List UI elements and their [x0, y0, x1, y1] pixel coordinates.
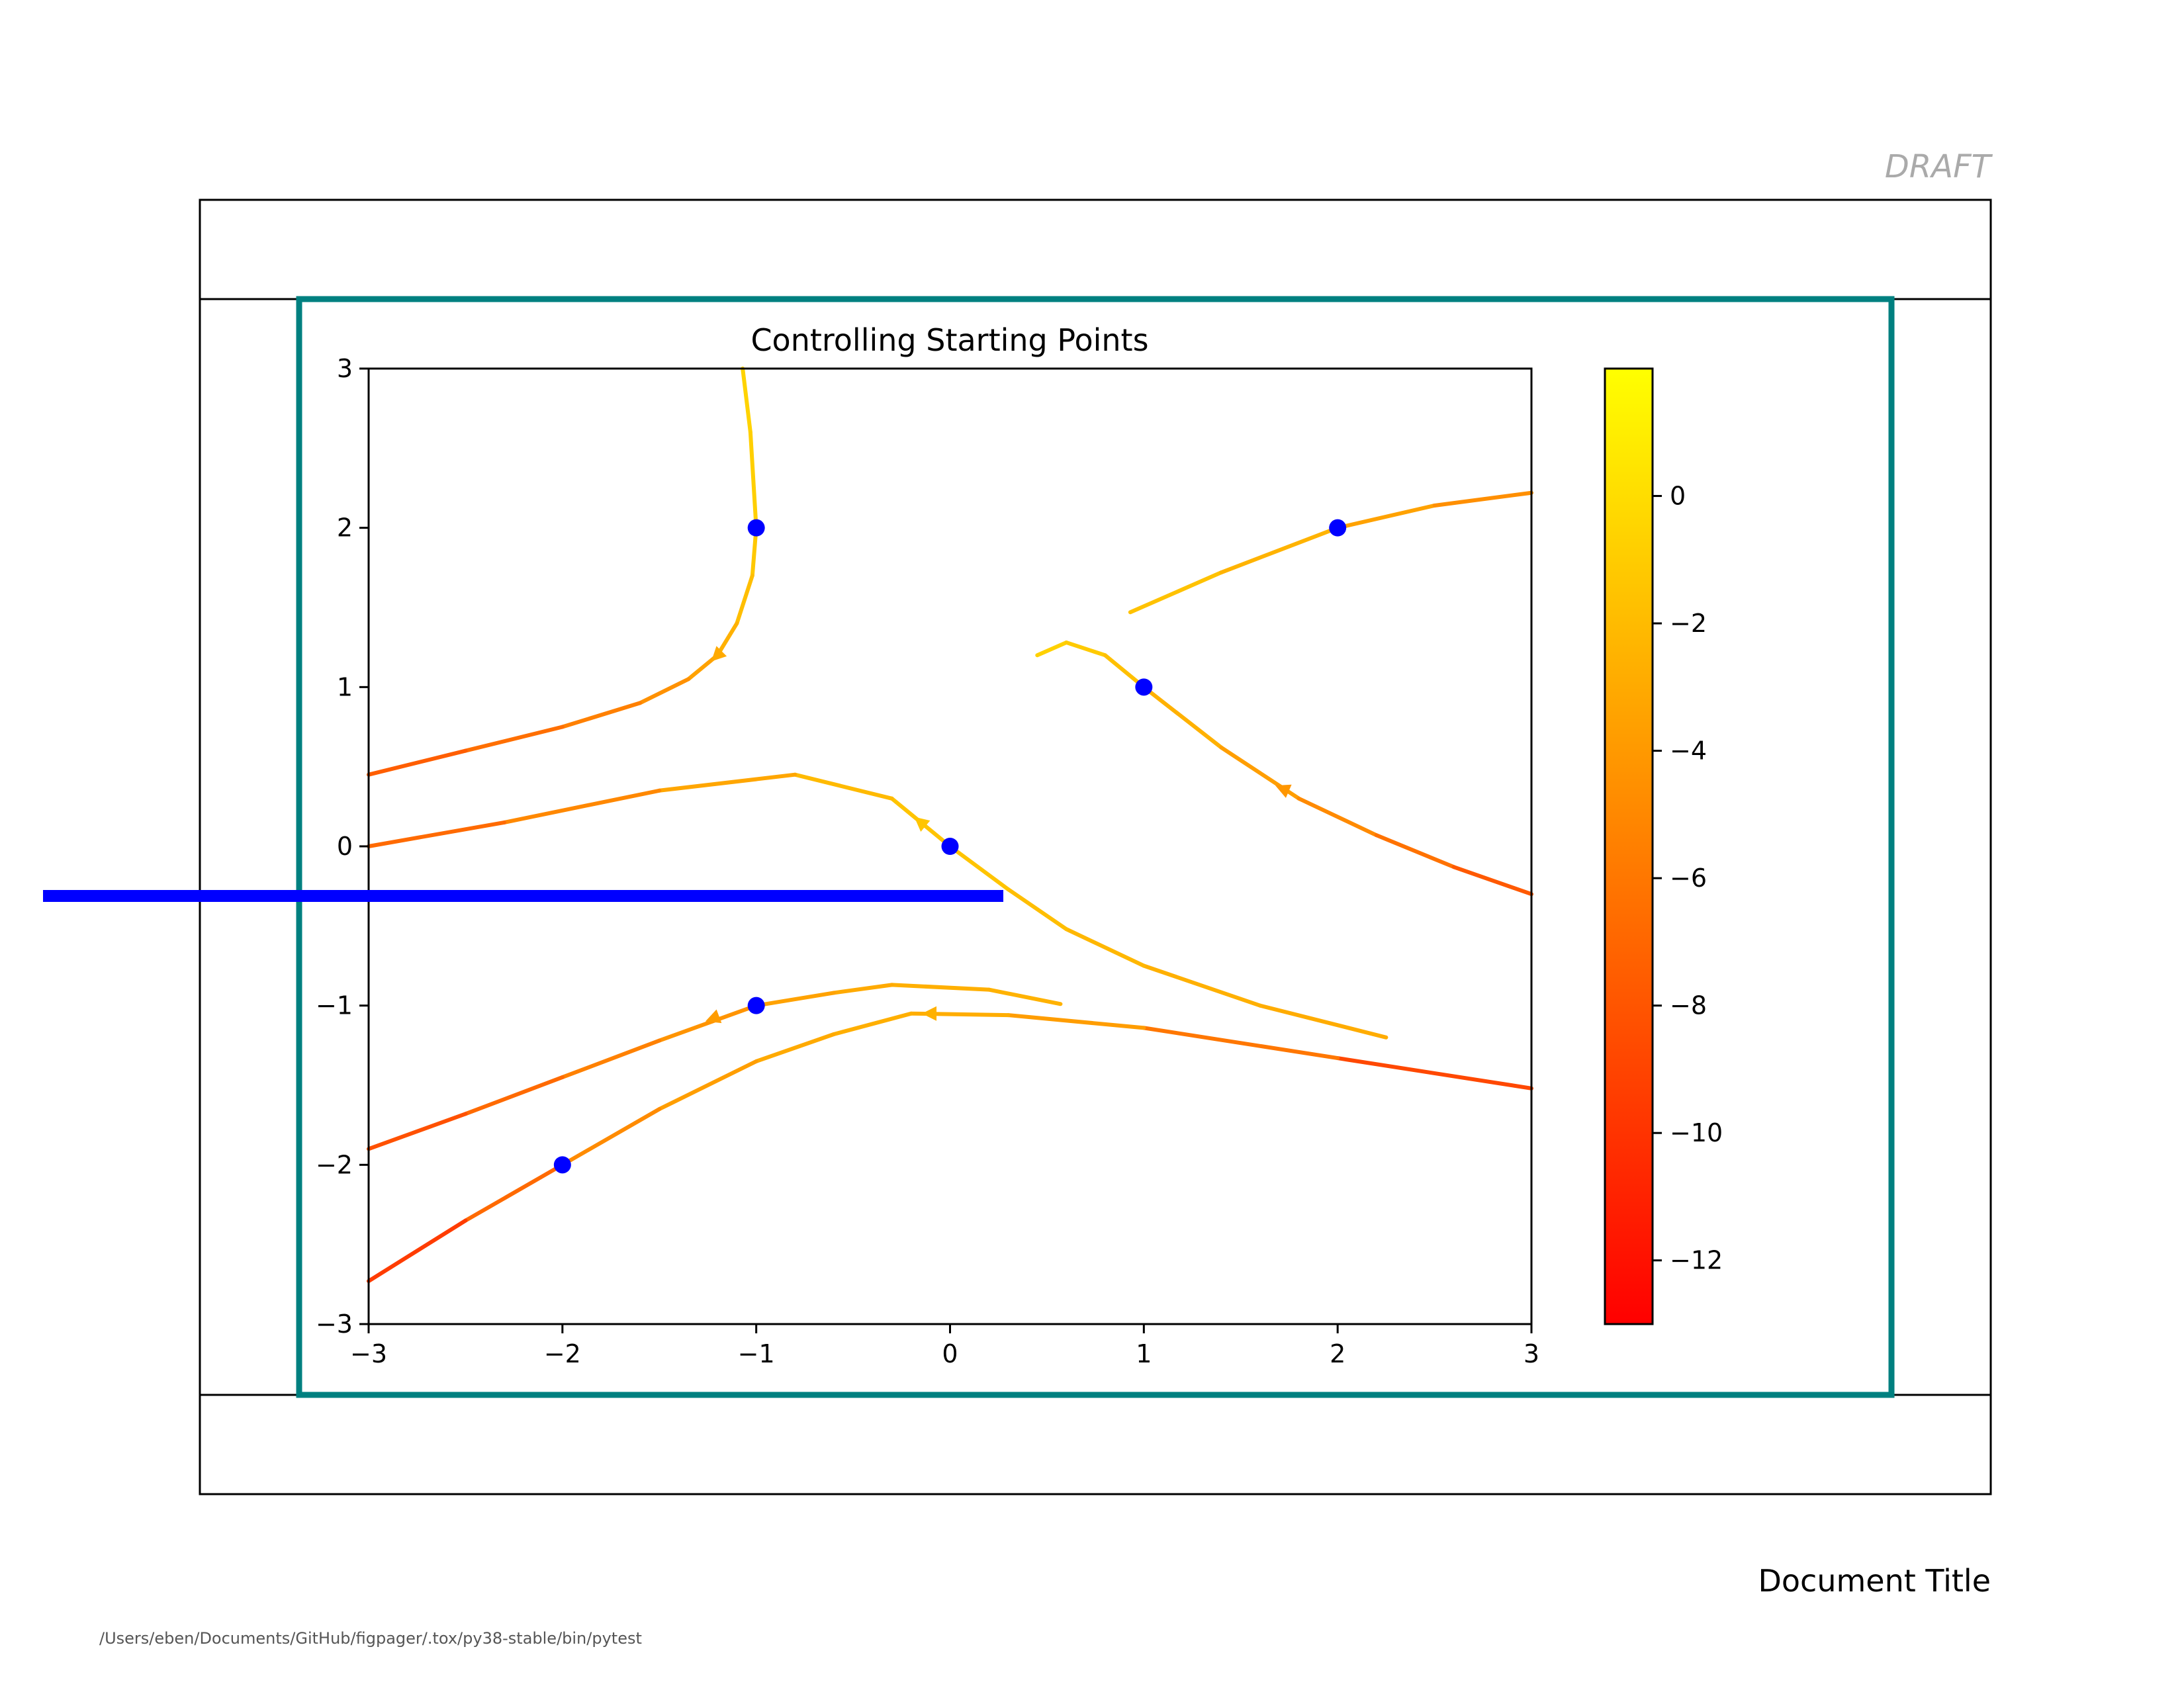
colorbar: 0 −2 −4 −6 −8 −10 −12 — [1604, 367, 1723, 1325]
x-tick-label: −1 — [738, 1339, 775, 1368]
y-tick-label: 1 — [337, 672, 353, 701]
streamline-0-segment — [735, 573, 754, 626]
streamline-3-segment — [1064, 927, 1146, 968]
streamline-0-segment — [741, 367, 752, 435]
streamline-1-segment — [1336, 503, 1437, 530]
streamline-2-segment — [1297, 796, 1379, 838]
y-tick-label: 0 — [337, 832, 353, 861]
streamline-arrow — [711, 646, 727, 662]
colorbar-tick-label: −2 — [1670, 609, 1707, 638]
y-tick-label: −1 — [316, 991, 353, 1020]
draft-label: DRAFT — [1885, 148, 1993, 185]
streamline-1-segment — [1432, 490, 1533, 508]
start-point-marker — [1135, 678, 1153, 696]
streamline-4-segment — [831, 983, 894, 995]
streamline-2-segment — [1374, 833, 1456, 869]
start-point-marker — [1329, 519, 1347, 537]
arrows-layer — [705, 646, 1292, 1024]
streamline-5-segment — [831, 1011, 913, 1036]
streamline-5-segment — [1142, 1026, 1340, 1061]
streamline-3-segment — [1142, 963, 1263, 1008]
x-tick-label: 2 — [1330, 1339, 1345, 1368]
streamline-arrow — [914, 817, 931, 832]
x-tick-label: 3 — [1524, 1339, 1539, 1368]
streamline-0-segment — [715, 621, 739, 658]
x-tick-label: −3 — [350, 1339, 387, 1368]
start-point-marker — [747, 997, 765, 1014]
streamline-4-segment — [560, 1038, 662, 1079]
streamline-4-segment — [889, 983, 991, 992]
streamline-5-segment — [754, 1032, 836, 1063]
start-point-marker — [553, 1156, 571, 1174]
streamplot-axes: −3 −2 −1 0 1 2 3 −3 −2 −1 0 1 2 3 Controlling Starti… — [316, 322, 1539, 1368]
streamline-0-segment — [367, 748, 468, 777]
streamline-3-segment — [1258, 1003, 1388, 1040]
streamline-5-segment — [1336, 1056, 1533, 1090]
streamline-4-segment — [987, 987, 1063, 1006]
start-point-marker — [941, 838, 959, 855]
streamline-3-segment — [793, 772, 894, 801]
file-path: /Users/eben/Documents/GitHub/figpager/.t… — [99, 1629, 642, 1648]
streamline-0-segment — [560, 701, 642, 729]
streamline-5-segment — [367, 1218, 468, 1284]
colorbar-tick-label: 0 — [1670, 482, 1686, 511]
colorbar-tick-label: −10 — [1670, 1118, 1723, 1147]
colorbar-tick-label: −4 — [1670, 736, 1707, 766]
start-point-marker — [747, 519, 765, 537]
streamline-2-segment — [1451, 865, 1533, 897]
streamline-0-segment — [463, 725, 565, 753]
chart-title: Controlling Starting Points — [751, 322, 1148, 358]
streamline-3-segment — [502, 788, 662, 824]
streamline-3-segment — [1006, 887, 1069, 932]
colorbar-tick-label: −8 — [1670, 991, 1707, 1020]
streamline-2-segment — [1064, 640, 1107, 658]
start-points-layer — [553, 519, 1347, 1174]
figure-highlight-box — [296, 296, 1895, 1398]
document-title: Document Title — [1758, 1563, 1991, 1599]
streamline-4-segment — [367, 1112, 468, 1151]
colorbar-tick-label: −6 — [1670, 864, 1707, 893]
streamline-3-segment — [367, 820, 506, 848]
streamline-5-segment — [657, 1059, 758, 1112]
streamline-1-segment — [1219, 525, 1340, 575]
streamline-2-segment — [1142, 685, 1224, 750]
streamline-4-segment — [657, 1003, 758, 1043]
x-tick-label: −2 — [544, 1339, 581, 1368]
streamline-2-segment — [1035, 640, 1069, 658]
streamline-4-segment — [463, 1075, 565, 1116]
streamline-3-segment — [657, 772, 797, 793]
streamline-5-segment — [463, 1163, 565, 1223]
streamline-0-segment — [748, 430, 758, 530]
streamline-0-segment — [637, 677, 691, 705]
streamlines-layer — [367, 367, 1533, 1284]
streamline-1-segment — [1128, 570, 1224, 615]
colorbar-gradient — [1604, 367, 1654, 1325]
streamline-4-segment — [754, 991, 836, 1008]
colorbar-ticks: 0 −2 −4 −6 −8 −10 −12 — [1653, 482, 1723, 1275]
streamline-arrow — [705, 1009, 722, 1024]
y-tick-label: −3 — [316, 1310, 353, 1339]
y-tick-label: −2 — [316, 1150, 353, 1179]
y-axis-ticks: −3 −2 −1 0 1 2 3 — [316, 354, 369, 1339]
y-tick-label: 3 — [337, 354, 353, 383]
colorbar-tick-label: −12 — [1670, 1246, 1723, 1275]
y-tick-label: 2 — [337, 513, 353, 543]
page-outer-frame — [199, 199, 1992, 1495]
streamline-5-segment — [1006, 1013, 1146, 1030]
x-tick-label: 0 — [942, 1339, 958, 1368]
x-tick-label: 1 — [1136, 1339, 1152, 1368]
streamline-arrow — [922, 1006, 937, 1021]
streamline-5-segment — [560, 1107, 662, 1167]
streamline-arrow — [1275, 784, 1292, 798]
x-axis-ticks: −3 −2 −1 0 1 2 3 — [350, 1324, 1539, 1368]
streamline-3-segment — [948, 844, 1011, 891]
